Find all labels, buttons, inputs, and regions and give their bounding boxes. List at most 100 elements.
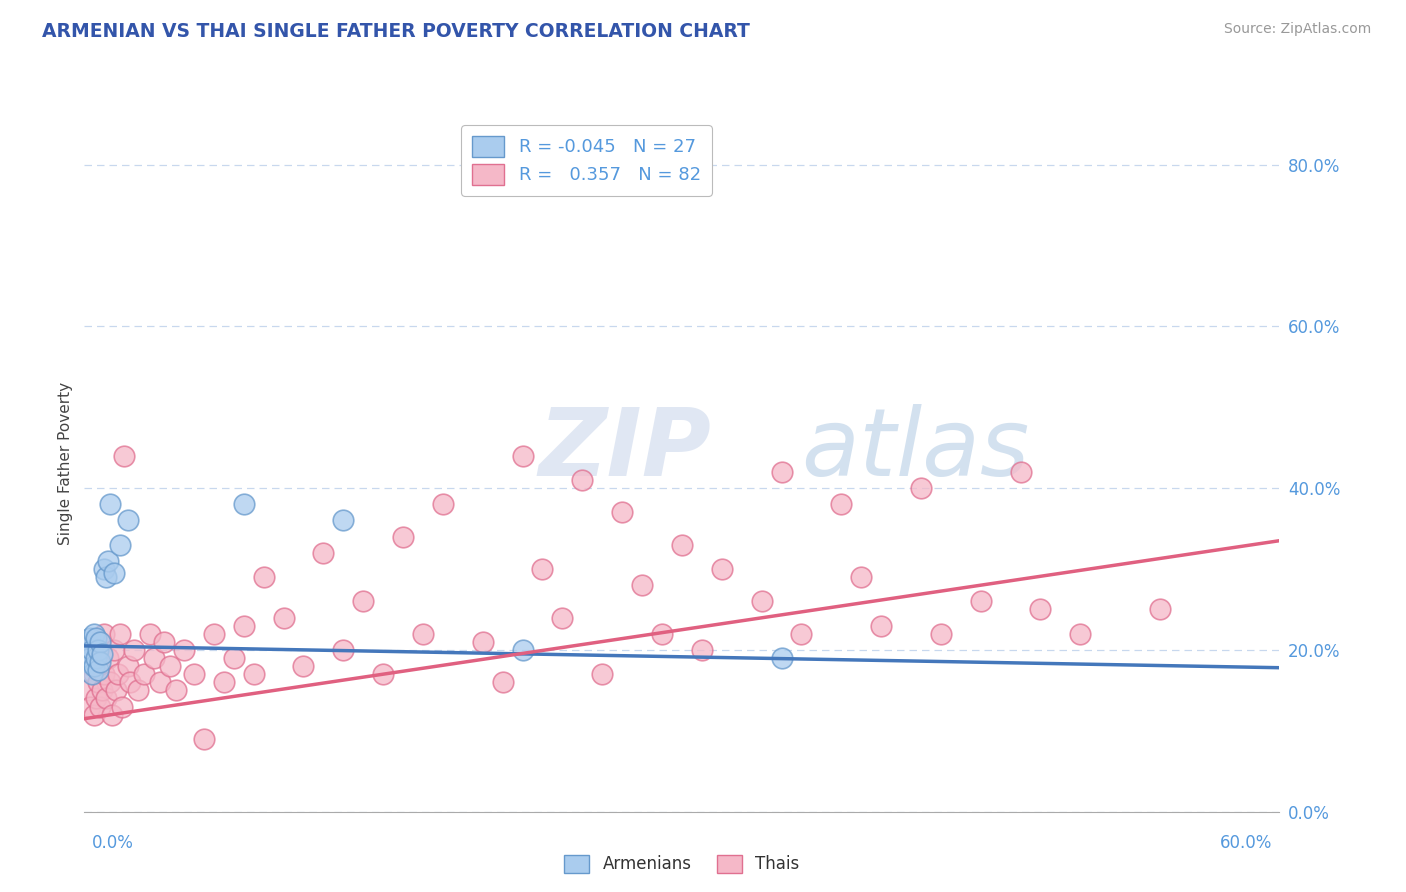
Point bbox=[690, 643, 713, 657]
Point bbox=[253, 570, 276, 584]
Point bbox=[631, 578, 654, 592]
Point bbox=[139, 626, 162, 640]
Point bbox=[512, 643, 534, 657]
Point bbox=[849, 570, 872, 584]
Text: Source: ZipAtlas.com: Source: ZipAtlas.com bbox=[1223, 22, 1371, 37]
Point bbox=[117, 659, 139, 673]
Point bbox=[93, 667, 115, 681]
Point bbox=[870, 618, 893, 632]
Point bbox=[87, 663, 110, 677]
Point bbox=[103, 643, 125, 657]
Point bbox=[392, 530, 415, 544]
Point bbox=[97, 651, 120, 665]
Point bbox=[1149, 602, 1171, 616]
Point bbox=[929, 626, 952, 640]
Point bbox=[127, 683, 149, 698]
Point bbox=[83, 626, 105, 640]
Point bbox=[83, 659, 105, 673]
Point bbox=[86, 643, 108, 657]
Point bbox=[91, 683, 114, 698]
Point bbox=[86, 631, 108, 645]
Text: ARMENIAN VS THAI SINGLE FATHER POVERTY CORRELATION CHART: ARMENIAN VS THAI SINGLE FATHER POVERTY C… bbox=[42, 22, 749, 41]
Point bbox=[232, 497, 254, 511]
Point bbox=[610, 505, 633, 519]
Point bbox=[75, 647, 97, 661]
Point bbox=[77, 683, 100, 698]
Point bbox=[352, 594, 374, 608]
Point bbox=[173, 643, 195, 657]
Point bbox=[79, 651, 101, 665]
Point bbox=[970, 594, 993, 608]
Point bbox=[89, 655, 111, 669]
Text: ZIP: ZIP bbox=[538, 404, 711, 496]
Point bbox=[591, 667, 613, 681]
Point bbox=[110, 538, 132, 552]
Point bbox=[101, 707, 124, 722]
Point bbox=[79, 631, 101, 645]
Point bbox=[770, 651, 793, 665]
Point bbox=[105, 683, 128, 698]
Point bbox=[107, 667, 129, 681]
Point bbox=[371, 667, 394, 681]
Point bbox=[117, 513, 139, 527]
Point bbox=[751, 594, 773, 608]
Point bbox=[77, 655, 100, 669]
Point bbox=[193, 731, 215, 746]
Point bbox=[790, 626, 813, 640]
Point bbox=[82, 635, 104, 649]
Point bbox=[710, 562, 733, 576]
Point bbox=[412, 626, 434, 640]
Point bbox=[651, 626, 673, 640]
Point bbox=[202, 626, 225, 640]
Point bbox=[89, 635, 111, 649]
Point bbox=[77, 635, 100, 649]
Point bbox=[222, 651, 245, 665]
Point bbox=[143, 651, 166, 665]
Y-axis label: Single Father Poverty: Single Father Poverty bbox=[58, 383, 73, 545]
Point bbox=[96, 570, 118, 584]
Point bbox=[98, 497, 121, 511]
Point bbox=[87, 643, 110, 657]
Point bbox=[1029, 602, 1052, 616]
Point bbox=[91, 647, 114, 661]
Point bbox=[332, 643, 354, 657]
Text: atlas: atlas bbox=[801, 404, 1029, 495]
Point bbox=[98, 675, 121, 690]
Point bbox=[531, 562, 554, 576]
Point bbox=[232, 618, 254, 632]
Point bbox=[87, 675, 110, 690]
Point bbox=[159, 659, 181, 673]
Legend: Armenians, Thais: Armenians, Thais bbox=[558, 848, 806, 880]
Point bbox=[671, 538, 693, 552]
Point bbox=[120, 675, 142, 690]
Point bbox=[77, 651, 100, 665]
Point bbox=[1010, 465, 1032, 479]
Point bbox=[93, 626, 115, 640]
Point bbox=[97, 554, 120, 568]
Point bbox=[93, 562, 115, 576]
Point bbox=[432, 497, 454, 511]
Point bbox=[165, 683, 187, 698]
Point bbox=[83, 707, 105, 722]
Point bbox=[571, 473, 593, 487]
Point bbox=[212, 675, 235, 690]
Point bbox=[103, 566, 125, 580]
Point bbox=[910, 481, 932, 495]
Point bbox=[183, 667, 205, 681]
Point bbox=[770, 465, 793, 479]
Point bbox=[471, 635, 494, 649]
Point bbox=[110, 626, 132, 640]
Point bbox=[82, 659, 104, 673]
Point bbox=[492, 675, 515, 690]
Point bbox=[89, 699, 111, 714]
Point bbox=[122, 643, 145, 657]
Point bbox=[830, 497, 852, 511]
Point bbox=[79, 699, 101, 714]
Text: 0.0%: 0.0% bbox=[91, 834, 134, 852]
Point bbox=[242, 667, 264, 681]
Point bbox=[96, 691, 118, 706]
Point bbox=[153, 635, 176, 649]
Point bbox=[75, 643, 97, 657]
Point bbox=[273, 610, 295, 624]
Point bbox=[86, 691, 108, 706]
